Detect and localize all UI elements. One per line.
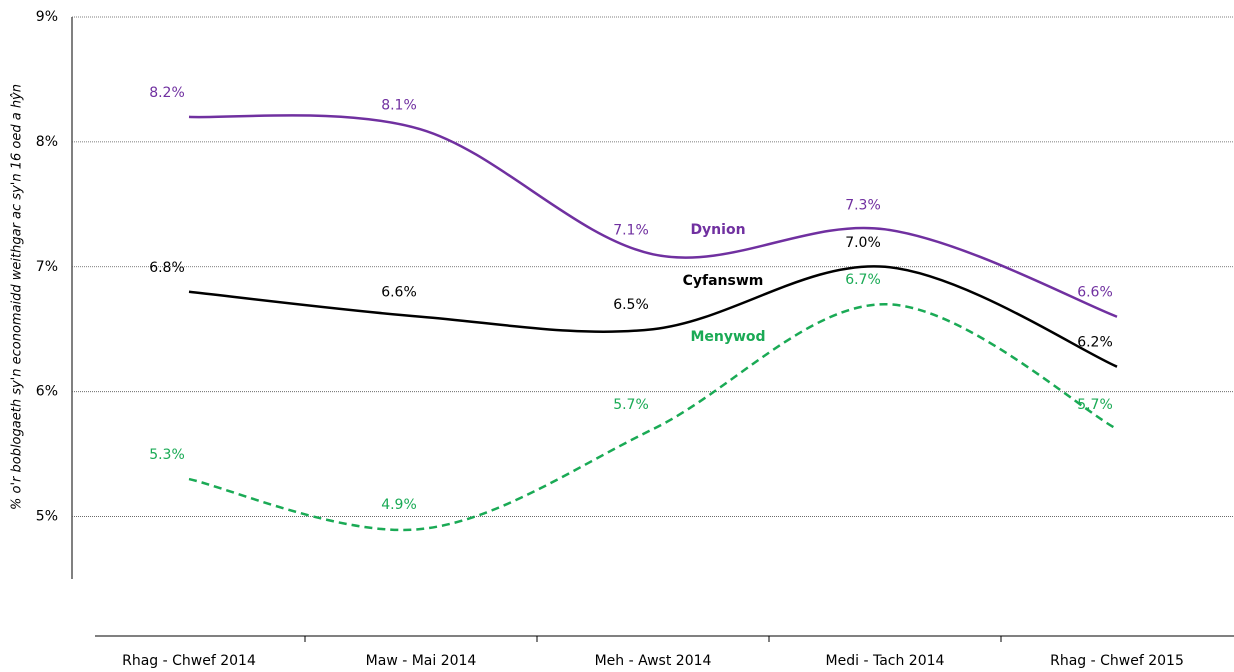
data-label: 6.2% [1077, 335, 1113, 351]
y-tick-label: 9% [36, 9, 58, 25]
x-tick-label: Rhag - Chwef 2015 [1050, 653, 1184, 669]
x-tick-label: Meh - Awst 2014 [595, 653, 712, 669]
data-label: 4.9% [381, 497, 417, 513]
y-tick-label: 5% [36, 509, 58, 525]
data-label: 7.0% [845, 235, 881, 251]
data-label: 6.5% [613, 297, 649, 313]
data-label: 6.7% [845, 272, 881, 288]
y-tick-label: 6% [36, 384, 58, 400]
data-label: 7.3% [845, 197, 881, 213]
data-label: 6.8% [149, 260, 185, 276]
y-tick-label: 7% [36, 259, 58, 275]
series-line [188, 114, 1118, 318]
data-label: 8.1% [381, 97, 417, 113]
data-label: 6.6% [381, 285, 417, 301]
x-tick-label: Maw - Mai 2014 [366, 653, 477, 669]
x-tick-label: Rhag - Chwef 2014 [122, 653, 256, 669]
y-tick-label: 8% [36, 134, 58, 150]
data-label: 5.3% [149, 447, 185, 463]
series-label: Dynion [690, 222, 745, 238]
series-label: Cyfanswm [683, 273, 764, 289]
data-label: 5.7% [1077, 397, 1113, 413]
data-label: 8.2% [149, 85, 185, 101]
series-line [188, 302, 1118, 532]
y-axis-label: % o'r boblogaeth sy'n economaidd weithga… [10, 84, 25, 510]
x-tick-label: Medi - Tach 2014 [826, 653, 945, 669]
data-label: 7.1% [613, 222, 649, 238]
data-label: 6.6% [1077, 285, 1113, 301]
series-label: Menywod [690, 329, 765, 345]
series-line [188, 265, 1118, 368]
data-label: 5.7% [613, 397, 649, 413]
